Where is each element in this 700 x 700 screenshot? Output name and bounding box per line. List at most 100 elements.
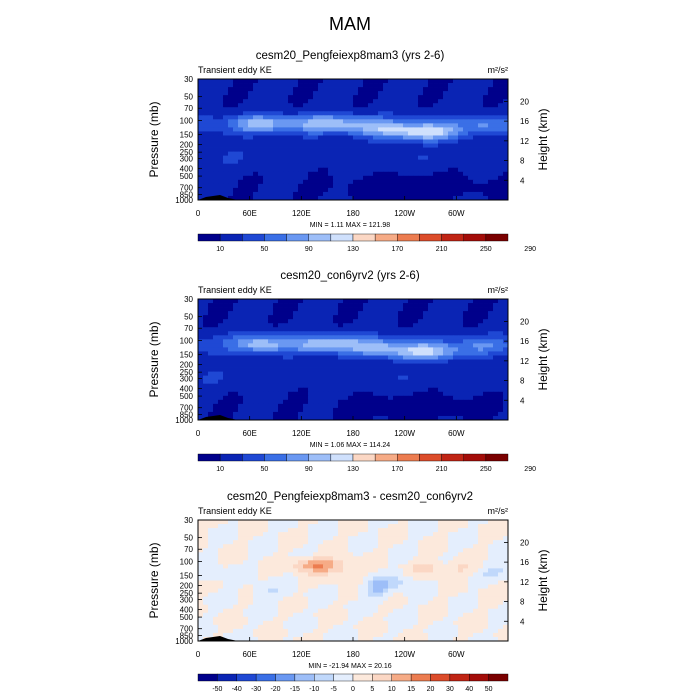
heatmap-cell [403, 299, 409, 304]
heatmap-cell [263, 379, 269, 385]
heatmap-cell [363, 327, 369, 332]
heatmap-cell [428, 524, 434, 529]
heatmap-cell [418, 331, 424, 336]
heatmap-cell [293, 403, 299, 409]
heatmap-cell [293, 131, 299, 136]
panel-2: cesm20_con6yrv2 (yrs 2-6)Transient eddy … [147, 270, 550, 473]
heatmap-cell [243, 528, 249, 533]
heatmap-cell [398, 191, 404, 197]
heatmap-cell [363, 171, 369, 177]
heatmap-cell [308, 367, 314, 372]
heatmap-cell [453, 303, 459, 308]
heatmap-cell [328, 167, 334, 173]
heatmap-cell [198, 355, 204, 360]
heatmap-cell [318, 303, 324, 308]
heatmap-cell [328, 83, 334, 88]
heatmap-cell [398, 391, 404, 397]
heatmap-cell [408, 399, 414, 405]
heatmap-cell [248, 155, 254, 161]
heatmap-cell [328, 191, 334, 197]
heatmap-cell [388, 99, 394, 104]
heatmap-cell [423, 540, 429, 545]
heatmap-cell [358, 311, 364, 316]
heatmap-cell [408, 343, 414, 348]
heatmap-cell [233, 319, 239, 324]
heatmap-cell [243, 351, 249, 356]
heatmap-cell [498, 399, 504, 405]
heatmap-cell [353, 111, 359, 116]
heatmap-cell [468, 580, 474, 585]
heatmap-cell [378, 347, 384, 352]
heatmap-cell [373, 556, 379, 561]
heatmap-cell [273, 520, 279, 525]
heatmap-cell [398, 83, 404, 88]
heatmap-cell [223, 135, 229, 140]
heatmap-cell [383, 175, 389, 181]
heatmap-cell [268, 107, 274, 112]
heatmap-cell [453, 175, 459, 181]
heatmap-cell [328, 139, 334, 144]
heatmap-cell [238, 331, 244, 336]
heatmap-cell [288, 371, 294, 377]
heatmap-cell [408, 568, 414, 573]
heatmap-cell [243, 103, 249, 108]
heatmap-cell [323, 91, 329, 96]
heatmap-cell [463, 147, 469, 152]
heatmap-cell [228, 335, 234, 340]
heatmap-cell [343, 299, 349, 304]
heatmap-cell [348, 532, 354, 537]
heatmap-cell [413, 403, 419, 409]
heatmap-cell [318, 532, 324, 537]
heatmap-cell [423, 175, 429, 181]
heatmap-cell [353, 407, 359, 413]
heatmap-cell [373, 175, 379, 181]
heatmap-cell [448, 111, 454, 116]
heatmap-cell [418, 107, 424, 112]
heatmap-cell [388, 155, 394, 161]
heatmap-cell [268, 568, 274, 573]
heatmap-cell [253, 379, 259, 385]
heatmap-cell [443, 103, 449, 108]
heatmap-cell [428, 175, 434, 181]
heatmap-cell [468, 319, 474, 324]
heatmap-cell [263, 307, 269, 312]
heatmap-cell [388, 187, 394, 193]
heatmap-cell [283, 339, 289, 344]
heatmap-cell [233, 556, 239, 561]
heatmap-cell [478, 339, 484, 344]
heatmap-cell [233, 572, 239, 577]
heatmap-cell [433, 327, 439, 332]
heatmap-cell [443, 315, 449, 320]
heatmap-cell [388, 127, 394, 132]
heatmap-cell [213, 588, 219, 593]
heatmap-cell [503, 131, 509, 136]
heatmap-cell [378, 323, 384, 328]
heatmap-cell [328, 584, 334, 589]
heatmap-cell [348, 580, 354, 585]
heatmap-cell [368, 588, 374, 593]
heatmap-cell [253, 407, 259, 413]
heatmap-cell [278, 407, 284, 413]
heatmap-cell [458, 191, 464, 197]
heatmap-cell [358, 327, 364, 332]
heatmap-cell [368, 107, 374, 112]
heatmap-cell [478, 552, 484, 557]
heatmap-cell [338, 319, 344, 324]
heatmap-cell [428, 195, 434, 201]
heatmap-cell [223, 187, 229, 193]
heatmap-cell [458, 584, 464, 589]
heatmap-cell [333, 359, 339, 364]
heatmap-cell [383, 580, 389, 585]
heatmap-cell [223, 171, 229, 177]
heatmap-cell [493, 331, 499, 336]
heatmap-cell [303, 532, 309, 537]
heatmap-cell [438, 191, 444, 197]
heatmap-cell [198, 544, 204, 549]
heatmap-cell [313, 359, 319, 364]
heatmap-cell [293, 339, 299, 344]
heatmap-cell [243, 576, 249, 581]
heatmap-cell [288, 528, 294, 533]
heatmap-cell [273, 143, 279, 148]
heatmap-cell [253, 151, 259, 157]
heatmap-cell [418, 183, 424, 189]
